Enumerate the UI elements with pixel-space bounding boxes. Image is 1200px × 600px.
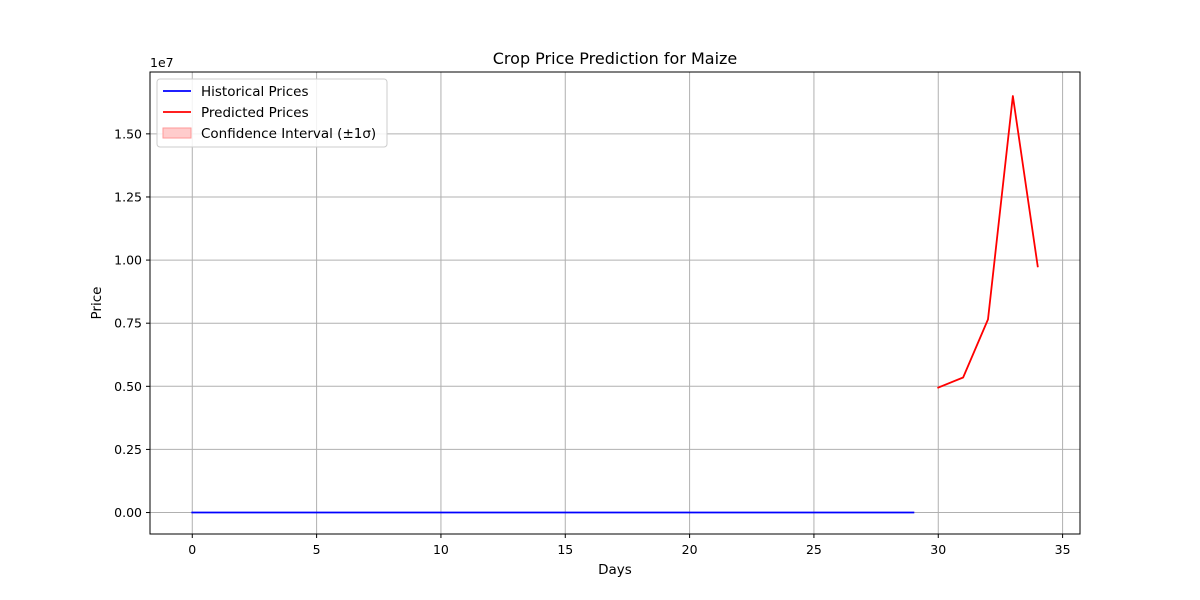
x-tick-label: 0 <box>188 542 196 557</box>
y-axis-label: Price <box>89 287 105 320</box>
x-tick-label: 10 <box>433 542 449 557</box>
y-tick-label: 0.75 <box>114 316 142 331</box>
x-axis-label: Days <box>598 562 632 578</box>
series-line-predicted-prices <box>937 95 1039 389</box>
y-axis-ticks: 0.00 0.25 0.50 0.75 1.00 1.25 1.50 <box>114 126 150 520</box>
grid <box>150 72 1080 534</box>
x-tick-label: 35 <box>1055 542 1071 557</box>
legend-label: Confidence Interval (±1σ) <box>201 126 376 142</box>
y-tick-label: 1.50 <box>114 126 142 141</box>
x-tick-label: 15 <box>557 542 573 557</box>
x-tick-label: 25 <box>806 542 822 557</box>
legend-label: Predicted Prices <box>201 105 309 121</box>
y-tick-label: 1.25 <box>114 189 142 204</box>
y-tick-label: 0.25 <box>114 442 142 457</box>
plot-frame <box>149 71 1081 535</box>
series-lines <box>191 95 1039 514</box>
legend-label: Historical Prices <box>201 84 309 100</box>
legend-box <box>156 78 388 148</box>
x-axis-ticks: 0 5 10 15 20 25 30 35 <box>188 534 1071 557</box>
chart-title: Crop Price Prediction for Maize <box>493 49 738 68</box>
legend: Historical Prices Predicted Prices Confide… <box>156 78 388 148</box>
legend-swatch <box>162 127 192 139</box>
x-tick-label: 30 <box>930 542 946 557</box>
y-offset-label: 1e7 <box>150 55 174 70</box>
y-tick-label: 0.00 <box>114 505 142 520</box>
y-tick-label: 0.50 <box>114 379 142 394</box>
x-tick-label: 20 <box>682 542 698 557</box>
x-tick-label: 5 <box>313 542 321 557</box>
y-tick-label: 1.00 <box>114 253 142 268</box>
